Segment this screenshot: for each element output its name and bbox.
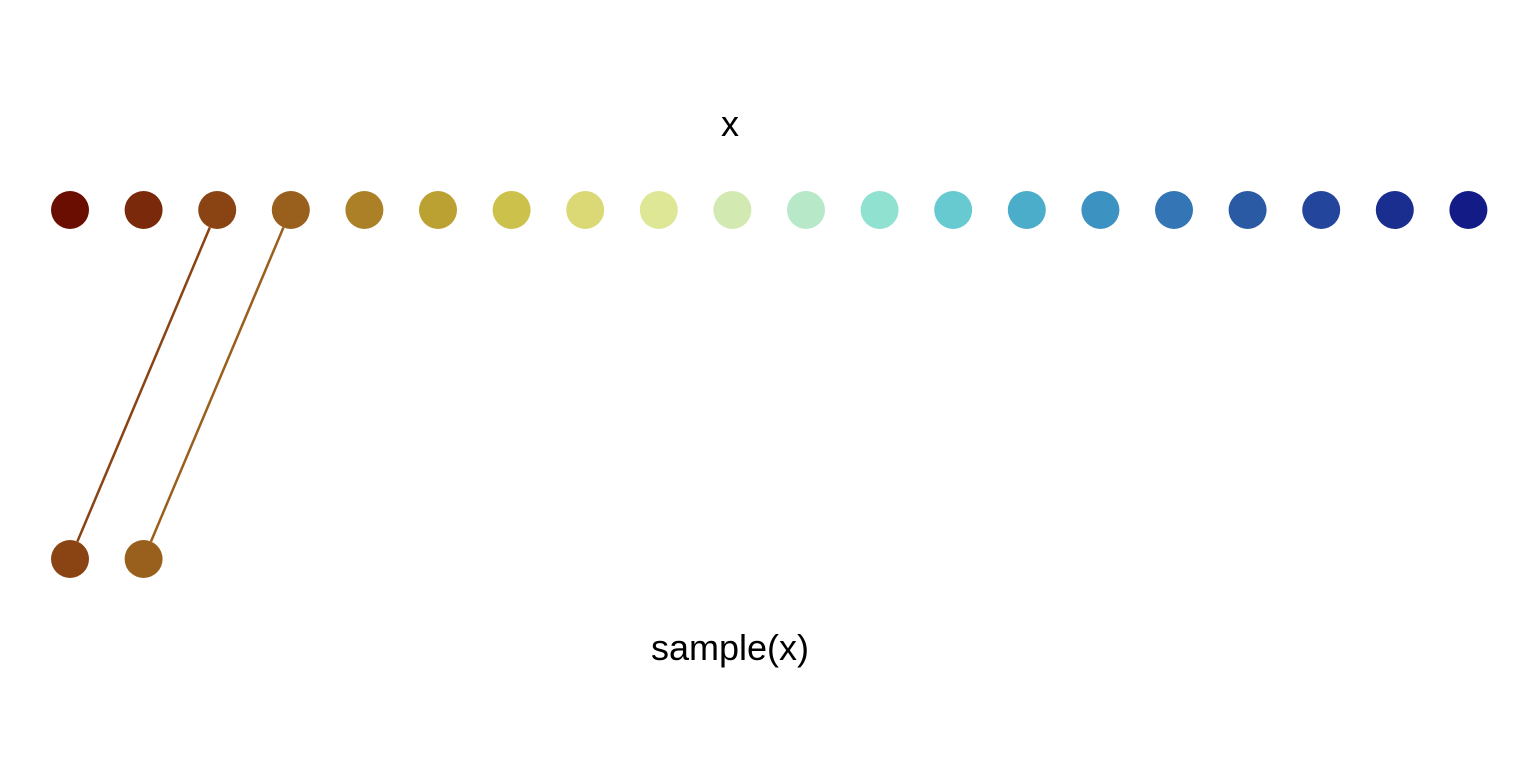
- source-point-18: [1302, 191, 1341, 229]
- sample-point-2: [124, 540, 163, 578]
- source-point-4: [271, 191, 310, 229]
- source-points-row: [51, 191, 1488, 229]
- source-point-8: [566, 191, 605, 229]
- source-point-20: [1449, 191, 1488, 229]
- connector-lines: [76, 227, 285, 542]
- bottom-label: sample(x): [651, 627, 809, 668]
- source-point-3: [198, 191, 237, 229]
- top-label: x: [721, 103, 739, 144]
- source-point-15: [1081, 191, 1120, 229]
- source-point-12: [860, 191, 899, 229]
- source-point-13: [934, 191, 973, 229]
- source-point-6: [419, 191, 457, 229]
- source-point-2: [124, 191, 163, 229]
- source-point-10: [713, 191, 752, 229]
- source-point-14: [1007, 191, 1046, 229]
- source-point-19: [1375, 191, 1414, 229]
- source-point-9: [639, 191, 678, 229]
- source-point-5: [345, 191, 384, 229]
- source-point-11: [787, 191, 825, 229]
- connector-line-1: [76, 227, 211, 542]
- sample-point-1: [51, 540, 89, 578]
- sample-points-row: [51, 540, 163, 578]
- source-point-7: [492, 191, 531, 229]
- source-point-17: [1228, 191, 1267, 229]
- source-point-16: [1155, 191, 1193, 229]
- source-point-1: [51, 191, 89, 229]
- connector-line-2: [149, 227, 285, 542]
